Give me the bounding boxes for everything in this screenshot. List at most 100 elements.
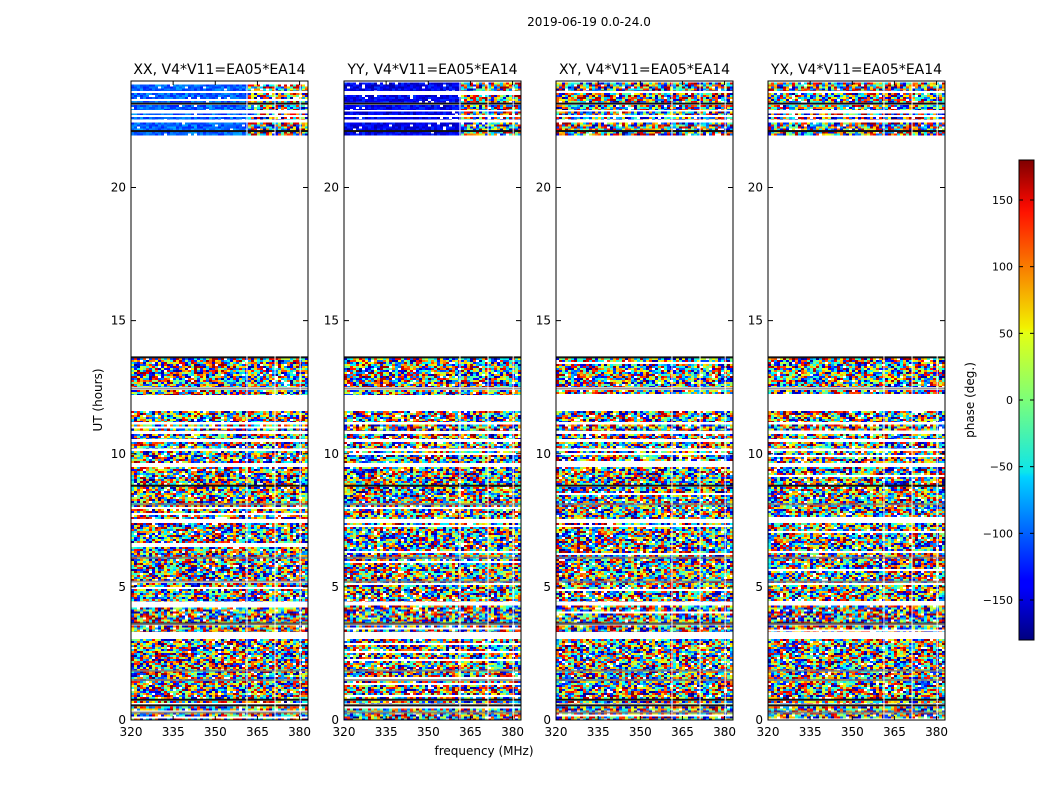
heatmap-cell	[296, 690, 299, 693]
heatmap-cell	[161, 553, 164, 555]
heatmap-cell	[251, 611, 254, 614]
heatmap-cell	[185, 619, 188, 622]
heatmap-cell	[224, 591, 227, 593]
heatmap-cell	[251, 692, 254, 695]
heatmap-cell	[164, 615, 167, 618]
heatmap-cell	[284, 537, 287, 539]
heatmap-cell	[221, 662, 224, 665]
heatmap-cell	[161, 666, 164, 669]
heatmap-cell	[215, 467, 218, 470]
heatmap-cell	[293, 708, 296, 711]
heatmap-cell	[233, 609, 236, 612]
heatmap-cell	[260, 553, 263, 555]
heatmap-cell	[263, 640, 266, 643]
heatmap-cell	[218, 660, 221, 663]
heatmap-cell	[302, 539, 305, 541]
heatmap-cell	[281, 684, 284, 687]
heatmap-cell	[224, 549, 227, 551]
heatmap-cell	[149, 527, 152, 529]
heatmap-cell	[269, 615, 272, 618]
heatmap-cell	[143, 565, 146, 567]
heatmap-cell	[248, 469, 251, 472]
heatmap-cell	[137, 579, 140, 581]
heatmap-cell	[137, 585, 140, 587]
heatmap-cell	[164, 469, 167, 472]
heatmap-cell	[206, 617, 209, 620]
heatmap-cell	[143, 664, 146, 667]
heatmap-cell	[185, 611, 188, 614]
heatmap-cell	[305, 579, 308, 581]
heatmap-cell	[137, 551, 140, 553]
heatmap-cell	[182, 684, 185, 687]
heatmap-cell	[248, 549, 251, 551]
heatmap-cell	[167, 599, 170, 601]
heatmap-cell	[290, 593, 293, 595]
heatmap-cell	[242, 638, 245, 641]
heatmap-cell	[149, 670, 152, 673]
heatmap-cell	[161, 670, 164, 673]
heatmap-cell	[158, 577, 161, 579]
heatmap-cell	[134, 611, 137, 614]
heatmap-cell	[239, 640, 242, 643]
heatmap-cell	[164, 666, 167, 669]
heatmap-cell	[275, 529, 278, 531]
heatmap-cell	[290, 569, 293, 571]
heatmap-cell	[278, 696, 281, 699]
heatmap-cell	[131, 718, 134, 720]
heatmap-cell	[149, 676, 152, 679]
heatmap-cell	[155, 680, 158, 683]
heatmap-cell	[209, 535, 212, 537]
heatmap-cell	[194, 541, 197, 543]
heatmap-cell	[131, 549, 134, 551]
heatmap-cell	[185, 706, 188, 709]
heatmap-cell	[161, 579, 164, 581]
heatmap-cell	[227, 531, 230, 533]
heatmap-cell	[137, 664, 140, 667]
heatmap-cell	[140, 571, 143, 573]
heatmap-cell	[257, 553, 260, 555]
heatmap-cell	[254, 629, 257, 632]
heatmap-cell	[146, 523, 149, 525]
heatmap-cell	[176, 471, 179, 474]
heatmap-cell	[149, 658, 152, 661]
heatmap-cell	[149, 672, 152, 675]
heatmap-cell	[206, 571, 209, 573]
heatmap-cell	[167, 664, 170, 667]
heatmap-cell	[149, 539, 152, 541]
heatmap-cell	[260, 569, 263, 571]
heatmap-cell	[152, 607, 155, 610]
heatmap-cell	[191, 607, 194, 610]
heatmap-cell	[146, 579, 149, 581]
heatmap-cell	[221, 595, 224, 597]
heatmap-cell	[134, 646, 137, 649]
heatmap-cell	[200, 467, 203, 470]
heatmap-cell	[302, 563, 305, 565]
heatmap-cell	[296, 559, 299, 561]
heatmap-cell	[173, 664, 176, 667]
heatmap-cell	[221, 617, 224, 620]
heatmap-cell	[275, 718, 278, 720]
heatmap-cell	[188, 621, 191, 624]
heatmap-cell	[215, 561, 218, 563]
heatmap-cell	[275, 569, 278, 571]
heatmap-cell	[176, 613, 179, 616]
heatmap-cell	[209, 640, 212, 643]
heatmap-cell	[185, 577, 188, 579]
heatmap-cell	[146, 569, 149, 571]
heatmap-cell	[191, 537, 194, 539]
heatmap-cell	[221, 611, 224, 614]
heatmap-cell	[296, 553, 299, 555]
heatmap-cell	[260, 688, 263, 691]
heatmap-cell	[233, 706, 236, 709]
heatmap-cell	[155, 706, 158, 709]
heatmap-cell	[209, 680, 212, 683]
heatmap-cell	[296, 658, 299, 661]
heatmap-cell	[236, 467, 239, 470]
heatmap-cell	[266, 553, 269, 555]
heatmap-cell	[185, 595, 188, 597]
heatmap-cell	[179, 551, 182, 553]
heatmap-cell	[143, 529, 146, 531]
heatmap-cell	[218, 644, 221, 647]
heatmap-cell	[194, 575, 197, 577]
heatmap-cell	[212, 680, 215, 683]
